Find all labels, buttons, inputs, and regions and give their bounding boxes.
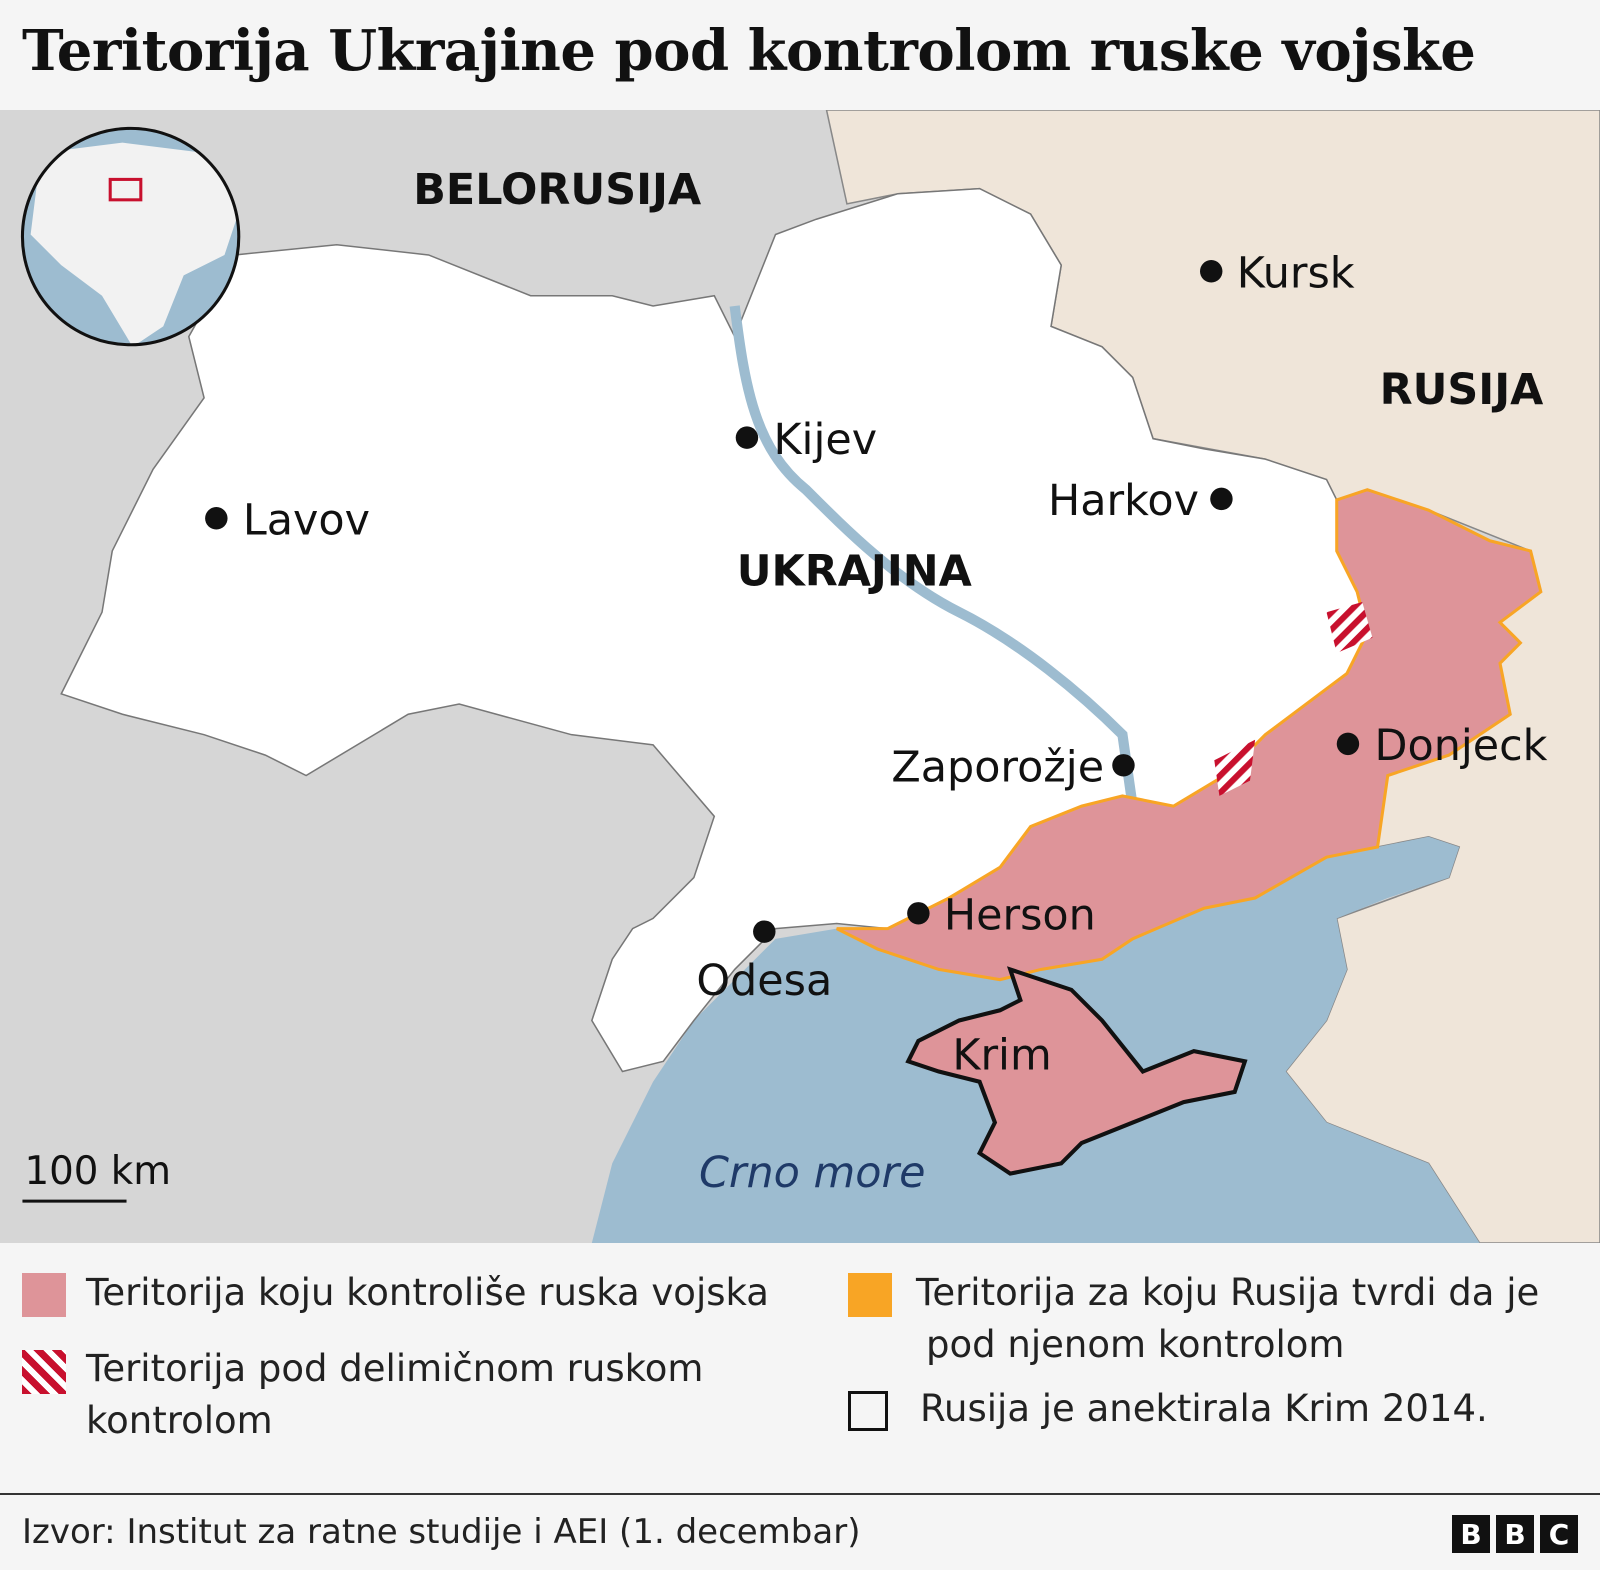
label-belarus: BELORUSIJA — [413, 165, 701, 215]
legend-annexed: Rusija je anektirala Krim 2014. — [920, 1387, 1488, 1430]
city-zaporizhzhia: Zaporožje — [891, 743, 1104, 793]
footer-divider — [0, 1493, 1600, 1495]
legend-partial-1: Teritorija pod delimičnom ruskom — [86, 1347, 704, 1390]
logo-letter: C — [1540, 1515, 1578, 1553]
dnipro-river — [729, 305, 1138, 807]
crimea — [905, 966, 1248, 1176]
legend: Teritorija koju kontroliše ruska vojska … — [0, 1243, 1600, 1493]
city-kyiv: Kijev — [773, 415, 877, 465]
label-crimea: Krim — [952, 1030, 1051, 1080]
legend-claimed-2: pod njenom kontrolom — [926, 1323, 1345, 1366]
partial-control-area — [1326, 601, 1373, 654]
city-kherson: Herson — [944, 891, 1096, 941]
city-kursk: Kursk — [1237, 249, 1355, 299]
label-black-sea: Crno more — [699, 1148, 925, 1198]
legend-controlled: Teritorija koju kontroliše ruska vojska — [86, 1271, 769, 1314]
scale-label: 100 km — [24, 1149, 171, 1194]
city-donetsk: Donjeck — [1374, 721, 1547, 771]
swatch-claimed — [848, 1273, 892, 1317]
swatch-partial — [22, 1350, 66, 1394]
locator-box — [108, 177, 143, 202]
bbc-logo: B B C — [1452, 1515, 1578, 1553]
city-lviv: Lavov — [243, 496, 370, 546]
partial-control-area — [1214, 739, 1256, 796]
swatch-annexed — [848, 1391, 888, 1431]
legend-claimed-1: Teritorija za koju Rusija tvrdi da je — [916, 1271, 1540, 1314]
label-russia: RUSIJA — [1380, 365, 1544, 415]
logo-letter: B — [1452, 1515, 1490, 1553]
page-title: Teritorija Ukrajine pod kontrolom ruske … — [22, 18, 1476, 84]
map: BELORUSIJA RUSIJA UKRAJINA Kursk Kijev L… — [0, 110, 1600, 1243]
locator-globe — [20, 126, 241, 347]
source-text: Izvor: Institut za ratne studije i AEI (… — [22, 1512, 861, 1552]
swatch-controlled — [22, 1273, 66, 1317]
logo-letter: B — [1496, 1515, 1534, 1553]
legend-partial-2: kontrolom — [86, 1399, 273, 1442]
city-odesa: Odesa — [696, 956, 832, 1006]
label-ukraine: UKRAJINA — [737, 547, 972, 597]
city-kharkiv: Harkov — [1048, 476, 1199, 526]
city-markers: Kursk Kijev Lavov Harkov Zaporožje Donje… — [205, 249, 1548, 1080]
